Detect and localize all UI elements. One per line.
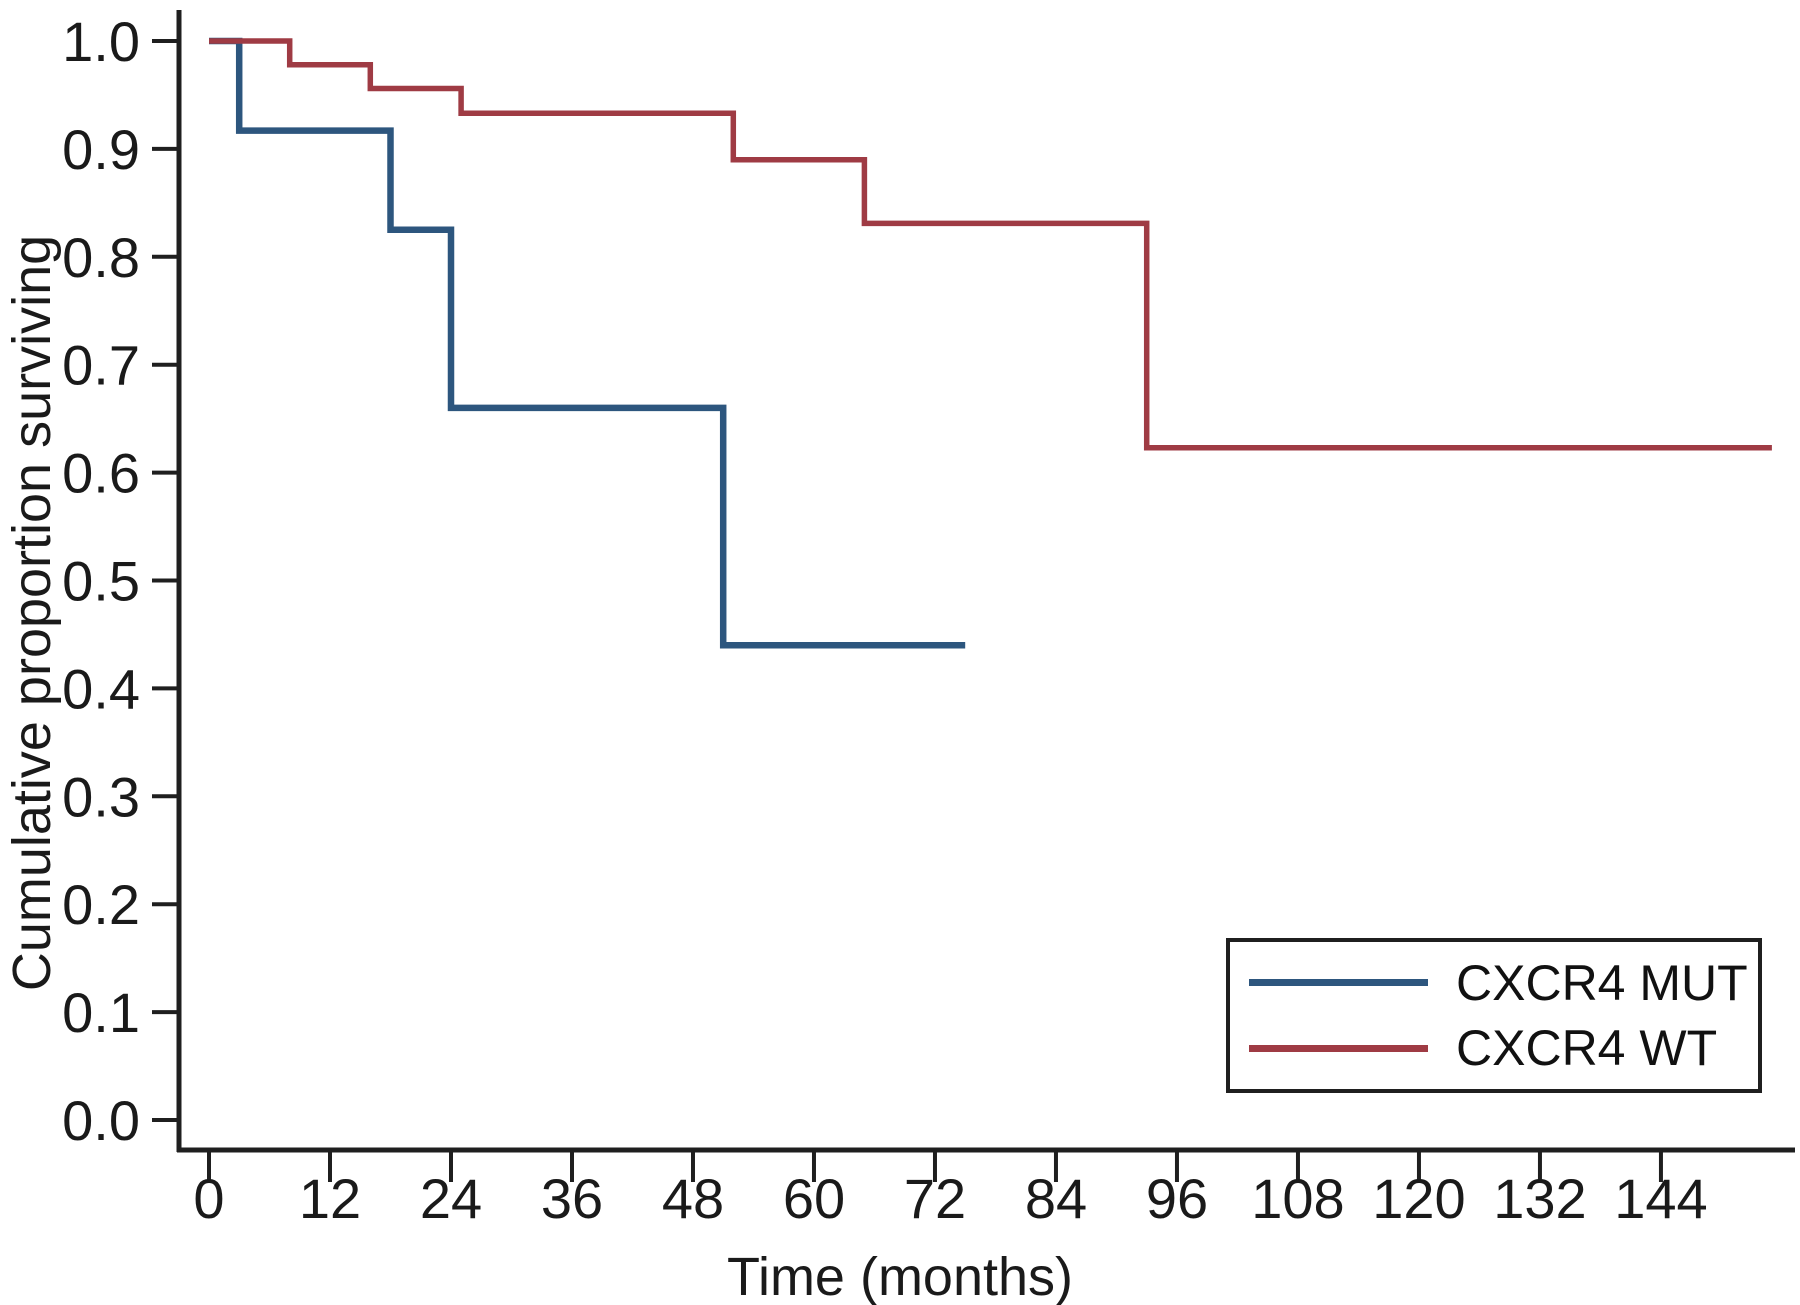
survival-curve-cxcr4-mut xyxy=(209,37,966,649)
x-tick-label: 72 xyxy=(904,1167,966,1230)
survival-curve-cxcr4-wt xyxy=(209,38,1772,451)
x-tick-label: 0 xyxy=(193,1167,224,1230)
y-axis-title-text: Cumulative proportion surviving xyxy=(2,234,62,992)
legend-box: CXCR4 MUT CXCR4 WT xyxy=(1226,938,1762,1093)
legend-entry-cxcr4-mut: CXCR4 MUT xyxy=(1230,955,1758,1011)
y-tick-label: 0.4 xyxy=(62,657,140,720)
y-tick-label: 0.9 xyxy=(62,118,140,181)
y-tick-label: 0.7 xyxy=(62,334,140,397)
x-tick-label: 108 xyxy=(1251,1167,1344,1230)
y-tick-label: 0.0 xyxy=(62,1089,140,1152)
x-tick-label: 96 xyxy=(1146,1167,1208,1230)
y-tick-label: 0.1 xyxy=(62,981,140,1044)
x-tick-label: 60 xyxy=(783,1167,845,1230)
legend-label-cxcr4-mut: CXCR4 MUT xyxy=(1456,954,1748,1011)
y-tick-label: 0.8 xyxy=(62,226,140,289)
y-tick-label: 0.3 xyxy=(62,765,140,828)
y-tick-label: 1.0 xyxy=(62,10,140,73)
legend-entry-cxcr4-wt: CXCR4 WT xyxy=(1230,1020,1758,1076)
x-axis-title: Time (months) xyxy=(726,1247,1074,1305)
x-tick-label: 48 xyxy=(662,1167,724,1230)
x-tick-label: 12 xyxy=(299,1167,361,1230)
legend-line-cxcr4-mut xyxy=(1249,979,1428,987)
y-tick-label: 0.6 xyxy=(62,442,140,505)
legend-line-cxcr4-wt xyxy=(1249,1044,1428,1052)
x-tick-label: 24 xyxy=(420,1167,482,1230)
x-tick-label: 144 xyxy=(1614,1167,1707,1230)
x-tick-label: 84 xyxy=(1025,1167,1087,1230)
y-axis-title: Cumulative proportion surviving xyxy=(2,113,63,1113)
y-tick-label: 0.2 xyxy=(62,873,140,936)
y-tick-label: 0.5 xyxy=(62,550,140,613)
x-tick-label: 132 xyxy=(1493,1167,1586,1230)
legend-label-cxcr4-wt: CXCR4 WT xyxy=(1456,1020,1718,1077)
x-tick-label: 120 xyxy=(1372,1167,1465,1230)
x-tick-label: 36 xyxy=(541,1167,603,1230)
